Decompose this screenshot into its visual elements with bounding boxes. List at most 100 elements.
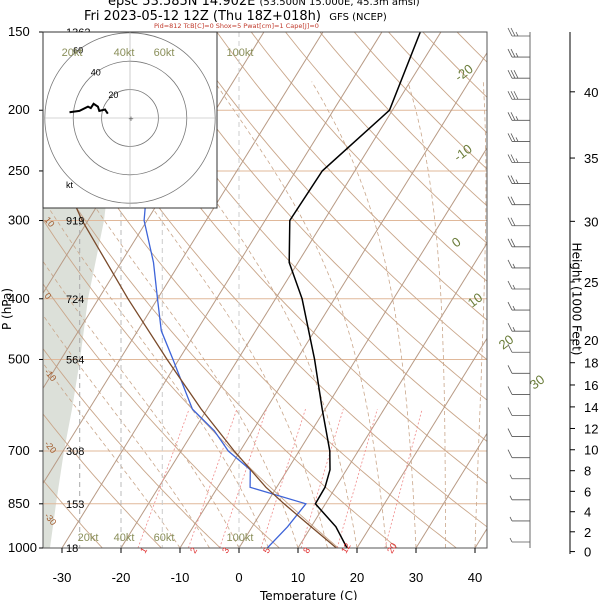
wind-barb [509,516,530,522]
dry-adiabat [388,32,487,134]
isotherm-label: 30 [527,372,548,393]
height-tick-label: 25 [584,275,598,290]
hodograph-center-mark: + [128,114,133,124]
wind-barb [507,280,530,290]
wind-barb [507,238,530,248]
mixing-ratio-label: 2 [188,546,199,555]
isotherm-label: 10 [465,290,486,311]
title-run: Fri 2023-05-12 12Z (Thu 18Z+018h) GFS (N… [84,9,387,24]
height-tick-label: 16 [584,378,598,393]
mixing-ratio-label: 1 [138,546,149,555]
dry-adiabat [285,32,487,244]
wind-barb [507,133,530,142]
hodograph-ring-label: 60 [73,46,83,56]
dry-adiabat [43,283,280,548]
height-tick-label: 6 [584,484,591,499]
mixing-ratio-label: 12 [339,541,353,555]
isotherm [120,32,442,548]
dry-adiabat [147,32,487,401]
temp-tick-label: 10 [291,570,305,585]
dry-adiabat [250,32,487,282]
wind-barb [509,537,530,543]
moist-adiabat [43,314,210,548]
height-tick-label: 2 [584,525,591,540]
mixing-ratio-line [137,408,190,548]
wind-scale-label-bottom: 60kt [154,532,175,544]
wind-barb [507,196,530,206]
wind-barb [507,112,530,121]
temp-tick-label: -20 [112,570,131,585]
wind-scale-label-bottom: 20kt [78,532,99,544]
height-tick-label: 20 [584,333,598,348]
height-axis-label: Height (1000 Feet) [569,242,584,356]
wind-barb [507,407,530,416]
pressure-tick-label: 400 [8,291,30,306]
wind-barb [507,91,530,100]
mixing-ratio-label: 3 [220,546,231,555]
wind-barb [507,259,530,269]
moist-adiabat [214,81,387,548]
moist-adiabat [133,81,358,548]
height-tick-label: 30 [584,214,598,229]
height-label: 724 [66,294,84,306]
wind-barb [507,428,530,437]
x-axis-label: Temperature (C) [260,589,358,600]
moist-adiabat [43,198,269,548]
station-text: epsc 53.585N 14.902E [108,0,256,9]
pressure-tick-label: 850 [8,496,30,511]
height-tick-label: 40 [584,85,598,100]
wind-barb [507,365,530,374]
temp-tick-label: 40 [468,570,482,585]
mixing-ratio-line [187,408,238,548]
height-tick-label: 14 [584,400,598,415]
wind-scale-label-top: 100kt [227,47,254,59]
series-line-temperature [288,32,421,548]
wind-barb [507,27,530,37]
dry-adiabat [43,347,221,548]
temp-tick-label: 30 [409,570,423,585]
dry-adiabat-label: 0 [42,291,53,301]
y-axis-label: P (hPa) [0,287,15,331]
height-tick-label: 4 [584,505,591,520]
dry-adiabat-label: 10 [42,215,56,229]
mixing-ratio-line [336,408,378,548]
temp-tick-label: 0 [235,570,242,585]
model-text: GFS (NCEP) [329,12,387,23]
title-station: epsc 53.585N 14.902E (53.500N 15.000E, 4… [108,0,420,9]
pressure-tick-label: 250 [8,163,30,178]
dry-adiabat [43,218,339,548]
wind-barb [507,344,530,353]
isotherm [356,337,487,548]
isotherm [415,432,487,548]
height-label: 919 [66,216,84,228]
dry-adiabat [43,479,103,548]
moist-adiabat [474,81,487,548]
temp-tick-label: -10 [171,570,190,585]
height-tick-label: 8 [584,464,591,479]
hodograph-ring-label: 20 [108,90,118,100]
pressure-tick-label: 1000 [8,540,37,555]
wind-barb [507,449,530,459]
isotherm [43,32,324,485]
wind-barb [507,301,530,311]
isotherm-label: 20 [496,332,517,353]
isotherm [238,147,487,548]
height-tick-label: 0 [584,545,591,560]
wind-barb [507,175,530,184]
isotherm [179,51,487,548]
dry-adiabat [43,413,162,548]
moist-adiabat [43,123,299,548]
pressure-tick-label: 500 [8,351,30,366]
hodograph-ring-label: 40 [91,68,101,78]
pressure-tick-label: 700 [8,443,30,458]
wind-scale-label-top: 20kt [62,47,83,59]
temp-tick-label: 20 [350,570,364,585]
wind-scale-label-bottom: 100kt [227,532,254,544]
indices-line: Pid=812 TcB[C]=0 Shox=5 Pwat[cm]=1 Cape[… [154,22,319,30]
isotherm-label: -10 [451,141,475,164]
dry-adiabat [79,32,487,485]
run-text: Fri 2023-05-12 12Z (Thu 18Z+018h) [84,9,321,24]
wind-barb [509,474,530,480]
isotherm-label: 0 [449,234,464,250]
isotherm-label: -20 [452,61,476,84]
